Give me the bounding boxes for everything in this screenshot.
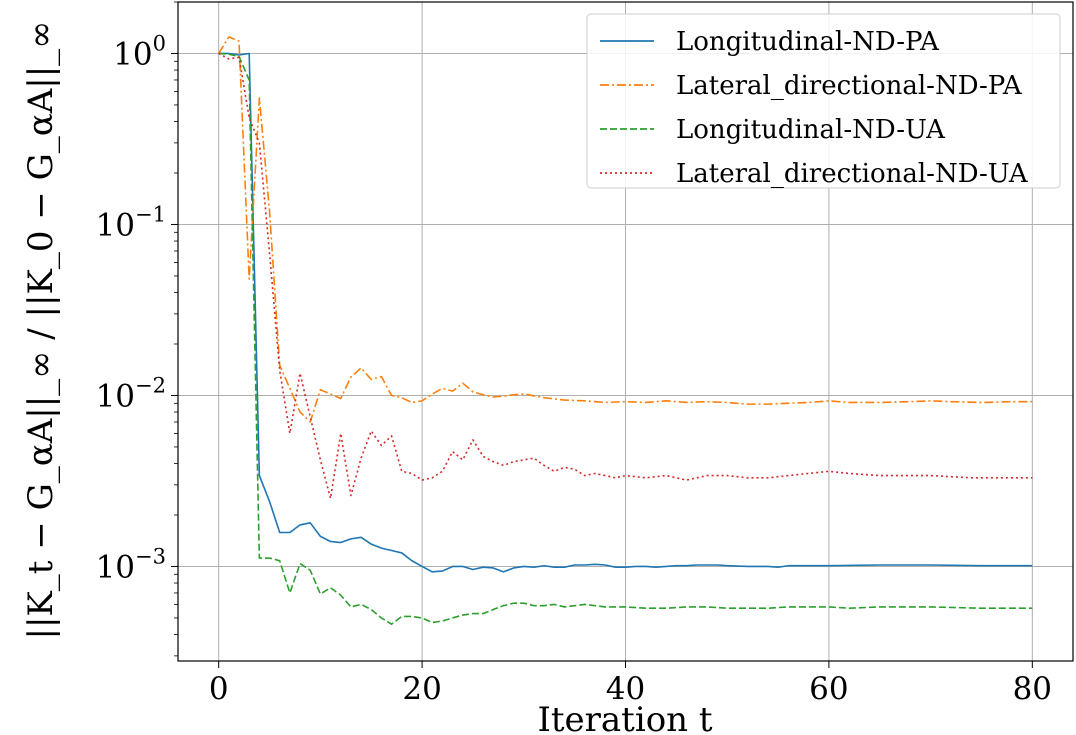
x-tick-label: 80 xyxy=(1013,671,1052,707)
x-axis-ticks: 0 20 40 60 80 xyxy=(209,661,1052,707)
y-axis-label: ||K_t − G_αA||_∞ / ||K_0 − G_αA||_∞ xyxy=(21,20,61,639)
legend-label: Lateral_directional-ND-PA xyxy=(676,71,1023,101)
legend-box xyxy=(586,13,1061,189)
legend: Longitudinal-ND-PA Lateral_directional-ND… xyxy=(586,13,1061,189)
series-line-2 xyxy=(217,36,1033,423)
x-tick-label: 0 xyxy=(209,671,229,707)
plot-series xyxy=(217,36,1033,625)
x-axis-label: Iteration t xyxy=(537,700,712,735)
series-line-4 xyxy=(218,52,1033,500)
series-line-1 xyxy=(218,52,1033,573)
x-tick-label: 20 xyxy=(402,671,441,707)
x-tick-label: 60 xyxy=(809,671,848,707)
legend-label: Longitudinal-ND-UA xyxy=(676,115,946,145)
legend-label: Lateral_directional-ND-UA xyxy=(676,159,1029,189)
y-tick-label: 100 xyxy=(113,31,166,72)
series-line-3 xyxy=(218,52,1033,625)
legend-label: Longitudinal-ND-PA xyxy=(676,27,940,57)
x-tick-label: 40 xyxy=(606,671,645,707)
y-tick-label: 10−2 xyxy=(96,373,166,414)
y-axis-ticks: 100 10−1 10−2 10−3 xyxy=(96,1,178,657)
y-tick-label: 10−1 xyxy=(96,202,166,243)
y-tick-label: 10−3 xyxy=(96,544,166,585)
